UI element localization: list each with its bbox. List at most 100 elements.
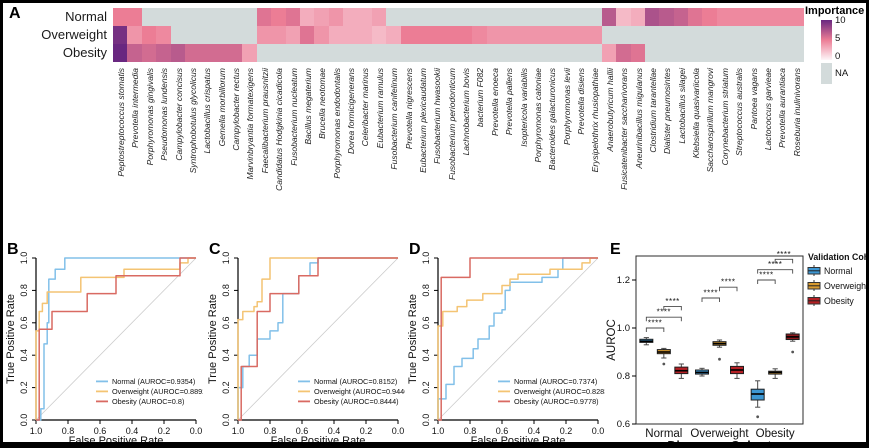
y-axis-title: True Positive Rate	[207, 294, 219, 384]
heatmap-column-label: Lachnobacterium bovis	[461, 68, 471, 156]
heatmap-cell	[400, 26, 416, 44]
heatmap-cell	[242, 44, 258, 62]
significance-label: ****	[648, 319, 662, 328]
heatmap-cell	[515, 26, 531, 44]
boxplot-panel: 0.6 0.8 1.0 1.2 AUROC Normal Overweight Obesity…	[605, 240, 866, 442]
y-tick-label: 0.8	[221, 284, 231, 297]
group-label: Overweight	[690, 428, 749, 440]
heatmap-cell	[659, 8, 675, 26]
heatmap-cell	[601, 8, 617, 26]
heatmap-cell	[113, 44, 128, 62]
panel-label-d: D	[409, 241, 421, 258]
heatmap-cell	[371, 44, 387, 62]
y-tick-label: 0.8	[19, 284, 29, 297]
x-tick-label: 0.0	[190, 426, 203, 436]
heatmap-cell	[328, 26, 344, 44]
y-axis-title: True Positive Rate	[5, 294, 17, 384]
x-tick-label: 0.6	[94, 426, 107, 436]
heatmap-cell	[759, 44, 775, 62]
heatmap-cell	[759, 26, 775, 44]
heatmap-column-label: Celeribacter marinus	[360, 68, 371, 147]
heatmap-cell	[774, 26, 790, 44]
x-tick-label: 0.4	[528, 426, 541, 436]
heatmap-column-label: Clostridium tarantellae	[647, 68, 658, 153]
heatmap-cell	[184, 26, 200, 44]
heatmap-cell	[458, 8, 473, 26]
heatmap-cell	[716, 8, 732, 26]
x-tick-label: 1.0	[232, 426, 245, 436]
heatmap-row-label: Normal	[65, 9, 107, 24]
heatmap-cell	[299, 44, 315, 62]
x-tick-label: 0.4	[328, 426, 341, 436]
heatmap-cell	[127, 26, 143, 44]
significance-label: ****	[721, 278, 735, 287]
heatmap-cell	[328, 44, 344, 62]
group-label: Normal	[645, 428, 682, 440]
heatmap-cell	[285, 26, 301, 44]
heatmap-cell	[242, 8, 258, 26]
heatmap-column-label: Porphyromonas gingivalis	[144, 68, 155, 166]
significance-label: ****	[704, 289, 718, 298]
y-tick-label: 0.6	[617, 419, 630, 430]
heatmap-cell	[702, 26, 718, 44]
heatmap-column-label: Prevotella intermedia	[130, 68, 141, 148]
x-tick-label: 0.2	[360, 426, 373, 436]
heatmap-column-label: Porphyromonas catoniae	[532, 68, 543, 163]
y-tick-label: 1.0	[19, 252, 29, 265]
heatmap-cell	[414, 26, 430, 44]
legend-label: Obesity (AUROC=0.8444)	[314, 397, 399, 406]
y-tick-label: 0.6	[421, 317, 431, 330]
significance-bracket	[774, 258, 794, 264]
heatmap-cell	[299, 8, 315, 26]
heatmap-column-label: Streptococcus australis	[734, 68, 745, 156]
roc-panel-b: 1.0 0.8 0.6 0.4 0.2 0.0 0.0 0.2 0.4 0.6 0.8 1.0 Fals…	[3, 240, 209, 442]
heatmap-cell	[414, 8, 430, 26]
heatmap-column-label: Prevotella pallens	[504, 68, 515, 136]
heatmap-cell	[199, 8, 215, 26]
heatmap-cell	[558, 26, 574, 44]
y-tick-label: 0.6	[19, 317, 29, 330]
heatmap-cell	[486, 44, 502, 62]
heatmap-cell	[644, 26, 660, 44]
legend-label: Normal	[824, 266, 852, 276]
heatmap-column-label: Aneurinibacillus migulanus	[633, 68, 644, 169]
heatmap-cell	[486, 26, 502, 44]
heatmap-cell	[328, 8, 344, 26]
heatmap-cell	[256, 26, 272, 44]
y-axis-title: AUROC	[606, 319, 618, 361]
heatmap-cell	[688, 44, 703, 62]
heatmap-cell	[731, 44, 746, 62]
heatmap-column-label: Fusicatenibacter saccharivorans	[619, 68, 630, 190]
heatmap-column-label: Prevotella enoeca	[489, 68, 500, 137]
heatmap-cell	[731, 8, 746, 26]
x-tick-label: 0.8	[264, 426, 277, 436]
heatmap-cell	[141, 8, 157, 26]
x-tick-label: 0.4	[126, 426, 139, 436]
heatmap-cell	[458, 26, 473, 44]
heatmap-cell	[501, 8, 516, 26]
heatmap-cell	[501, 44, 516, 62]
x-tick-label: 0.6	[496, 426, 509, 436]
y-tick-label: 1.0	[221, 252, 231, 265]
heatmap-cell	[314, 8, 330, 26]
heatmap-column-label: Lactobacillus silagei	[676, 68, 687, 144]
significance-bracket	[701, 297, 720, 302]
heatmap-column-label: Gemella morbillorum	[216, 68, 227, 147]
heatmap-cell	[558, 44, 574, 62]
legend-label: Normal (AUROC=0.7374)	[514, 377, 597, 386]
heatmap-cell	[573, 26, 588, 44]
x-axis-title: False Positive Rate	[271, 435, 366, 446]
heatmap-cell	[501, 26, 516, 44]
heatmap-cell	[156, 26, 171, 44]
heatmap-column-label: Pseudomonas lundensis	[159, 68, 170, 161]
x-tick-label: 0.8	[62, 426, 75, 436]
heatmap-cell	[659, 44, 675, 62]
heatmap-cell	[386, 8, 401, 26]
heatmap-cell	[429, 44, 445, 62]
heatmap-cell	[472, 26, 488, 44]
heatmap-column-label: Lactococcus garvieae	[762, 68, 773, 151]
heatmap-cell	[170, 8, 186, 26]
heatmap-cell	[587, 44, 603, 62]
roc-curve-obesity	[238, 257, 398, 421]
heatmap-column-label: Bacillus megaterium	[302, 68, 313, 145]
